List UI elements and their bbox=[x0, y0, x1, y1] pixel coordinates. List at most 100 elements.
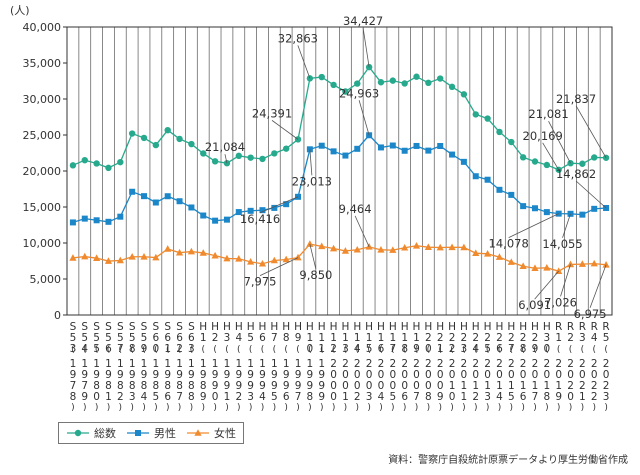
x-tick-era-label: H bbox=[365, 321, 373, 333]
x-tick-year-label: 0 bbox=[496, 369, 503, 381]
series-circle-group bbox=[69, 63, 610, 173]
x-tick-year-label: 9 bbox=[212, 380, 219, 392]
data-point bbox=[188, 204, 195, 211]
x-tick-era-label: H bbox=[318, 321, 326, 333]
data-point bbox=[271, 204, 278, 211]
data-point bbox=[211, 158, 219, 165]
x-tick-open-paren: ( bbox=[107, 345, 111, 355]
x-tick-year-label: 0 bbox=[461, 369, 468, 381]
legend-item: 女性 bbox=[187, 426, 236, 440]
annotation-leader bbox=[562, 213, 571, 238]
x-tick-open-paren: ( bbox=[462, 345, 466, 355]
data-point bbox=[318, 142, 325, 149]
x-tick-open-paren: ( bbox=[71, 345, 75, 355]
x-tick-close-paren: ) bbox=[557, 403, 561, 413]
data-point bbox=[508, 191, 515, 198]
x-tick-year-label: 8 bbox=[200, 380, 207, 392]
x-tick-open-paren: ( bbox=[486, 345, 490, 355]
x-tick-open-paren: ( bbox=[604, 345, 608, 355]
x-tick-year-label: 1 bbox=[93, 358, 100, 370]
x-tick-year-label: 8 bbox=[307, 391, 314, 403]
x-tick-year-label: 9 bbox=[176, 369, 183, 381]
x-tick-era-label: 5 bbox=[81, 332, 88, 344]
data-point bbox=[377, 79, 385, 86]
data-point bbox=[81, 252, 89, 260]
x-tick-era-label: 3 bbox=[342, 343, 349, 355]
x-tick-year-label: 9 bbox=[200, 391, 207, 403]
x-tick-open-paren: ( bbox=[142, 345, 146, 355]
x-tick-era-label: 6 bbox=[176, 332, 183, 344]
data-point bbox=[116, 256, 124, 264]
x-tick-era-label: H bbox=[389, 321, 397, 333]
x-tick-year-label: 0 bbox=[413, 369, 420, 381]
x-tick-close-paren: ) bbox=[166, 403, 170, 413]
x-tick-close-paren: ) bbox=[581, 403, 585, 413]
x-tick-era-label: S bbox=[129, 321, 136, 333]
x-tick-year-label: 9 bbox=[318, 391, 325, 403]
data-label: 14,862 bbox=[556, 167, 596, 181]
x-tick-year-label: 6 bbox=[520, 391, 527, 403]
x-tick-year-label: 2 bbox=[389, 358, 396, 370]
grid-lines bbox=[66, 26, 613, 316]
x-tick-year-label: 1 bbox=[532, 380, 539, 392]
x-tick-year-label: 0 bbox=[389, 380, 396, 392]
x-tick-year-label: 0 bbox=[437, 369, 444, 381]
x-tick-year-label: 0 bbox=[555, 369, 562, 381]
x-tick-era-label: 6 bbox=[496, 343, 503, 355]
legend-label: 女性 bbox=[214, 426, 236, 440]
x-tick-close-paren: ) bbox=[320, 403, 324, 413]
series-line bbox=[72, 66, 607, 171]
x-tick-year-label: 8 bbox=[164, 380, 171, 392]
data-point bbox=[141, 193, 148, 200]
data-point bbox=[187, 247, 196, 255]
data-point bbox=[353, 245, 361, 253]
x-tick-year-label: 0 bbox=[401, 369, 408, 381]
x-tick-year-label: 9 bbox=[259, 380, 266, 392]
x-tick-year-label: 2 bbox=[117, 391, 124, 403]
x-tick-year-label: 2 bbox=[354, 391, 361, 403]
x-tick-year-label: 1 bbox=[141, 358, 148, 370]
x-tick-year-label: 1 bbox=[105, 391, 112, 403]
legend-item: 総数 bbox=[67, 426, 116, 440]
x-tick-close-paren: ) bbox=[391, 403, 395, 413]
x-tick-year-label: 0 bbox=[449, 391, 456, 403]
data-point bbox=[69, 162, 77, 169]
x-tick-year-label: 1 bbox=[200, 358, 207, 370]
x-tick-era-label: 1 bbox=[401, 332, 408, 344]
x-tick-year-label: 2 bbox=[472, 358, 479, 370]
x-tick-open-paren: ( bbox=[190, 345, 194, 355]
x-tick-era-label: 2 bbox=[425, 332, 432, 344]
data-point bbox=[164, 126, 171, 134]
data-point bbox=[282, 145, 290, 152]
x-tick-year-label: 0 bbox=[425, 369, 432, 381]
x-tick-era-label: S bbox=[141, 321, 148, 333]
x-tick-era-label: 4 bbox=[235, 332, 242, 344]
x-tick-year-label: 9 bbox=[105, 369, 112, 381]
x-tick-open-paren: ( bbox=[533, 345, 537, 355]
x-tick-era-label: 1 bbox=[378, 332, 385, 344]
x-tick-open-paren: ( bbox=[261, 345, 265, 355]
legend-label: 総数 bbox=[94, 426, 116, 440]
data-point bbox=[495, 253, 504, 260]
x-tick-era-label: 5 bbox=[484, 343, 491, 355]
data-point bbox=[164, 193, 171, 200]
x-tick-close-paren: ) bbox=[142, 403, 146, 413]
data-point bbox=[424, 243, 432, 250]
data-point bbox=[247, 207, 254, 214]
x-tick-year-label: 4 bbox=[496, 391, 503, 403]
x-tick-year-label: 2 bbox=[378, 358, 385, 370]
data-label: 24,963 bbox=[339, 86, 379, 100]
x-tick-era-label: 1 bbox=[164, 343, 171, 355]
x-tick-close-paren: ) bbox=[498, 403, 502, 413]
data-label: 9,464 bbox=[339, 202, 372, 216]
x-tick-era-label: 2 bbox=[484, 332, 491, 344]
x-tick-close-paren: ) bbox=[462, 403, 466, 413]
annotation-leader bbox=[259, 257, 299, 276]
x-tick-year-label: 4 bbox=[259, 391, 266, 403]
series-triangle-group bbox=[69, 240, 610, 274]
x-tick-close-paren: ) bbox=[545, 403, 549, 413]
x-tick-year-label: 2 bbox=[235, 391, 242, 403]
data-point bbox=[282, 255, 290, 263]
x-tick-year-label: 0 bbox=[543, 369, 550, 381]
x-tick-open-paren: ( bbox=[225, 345, 229, 355]
